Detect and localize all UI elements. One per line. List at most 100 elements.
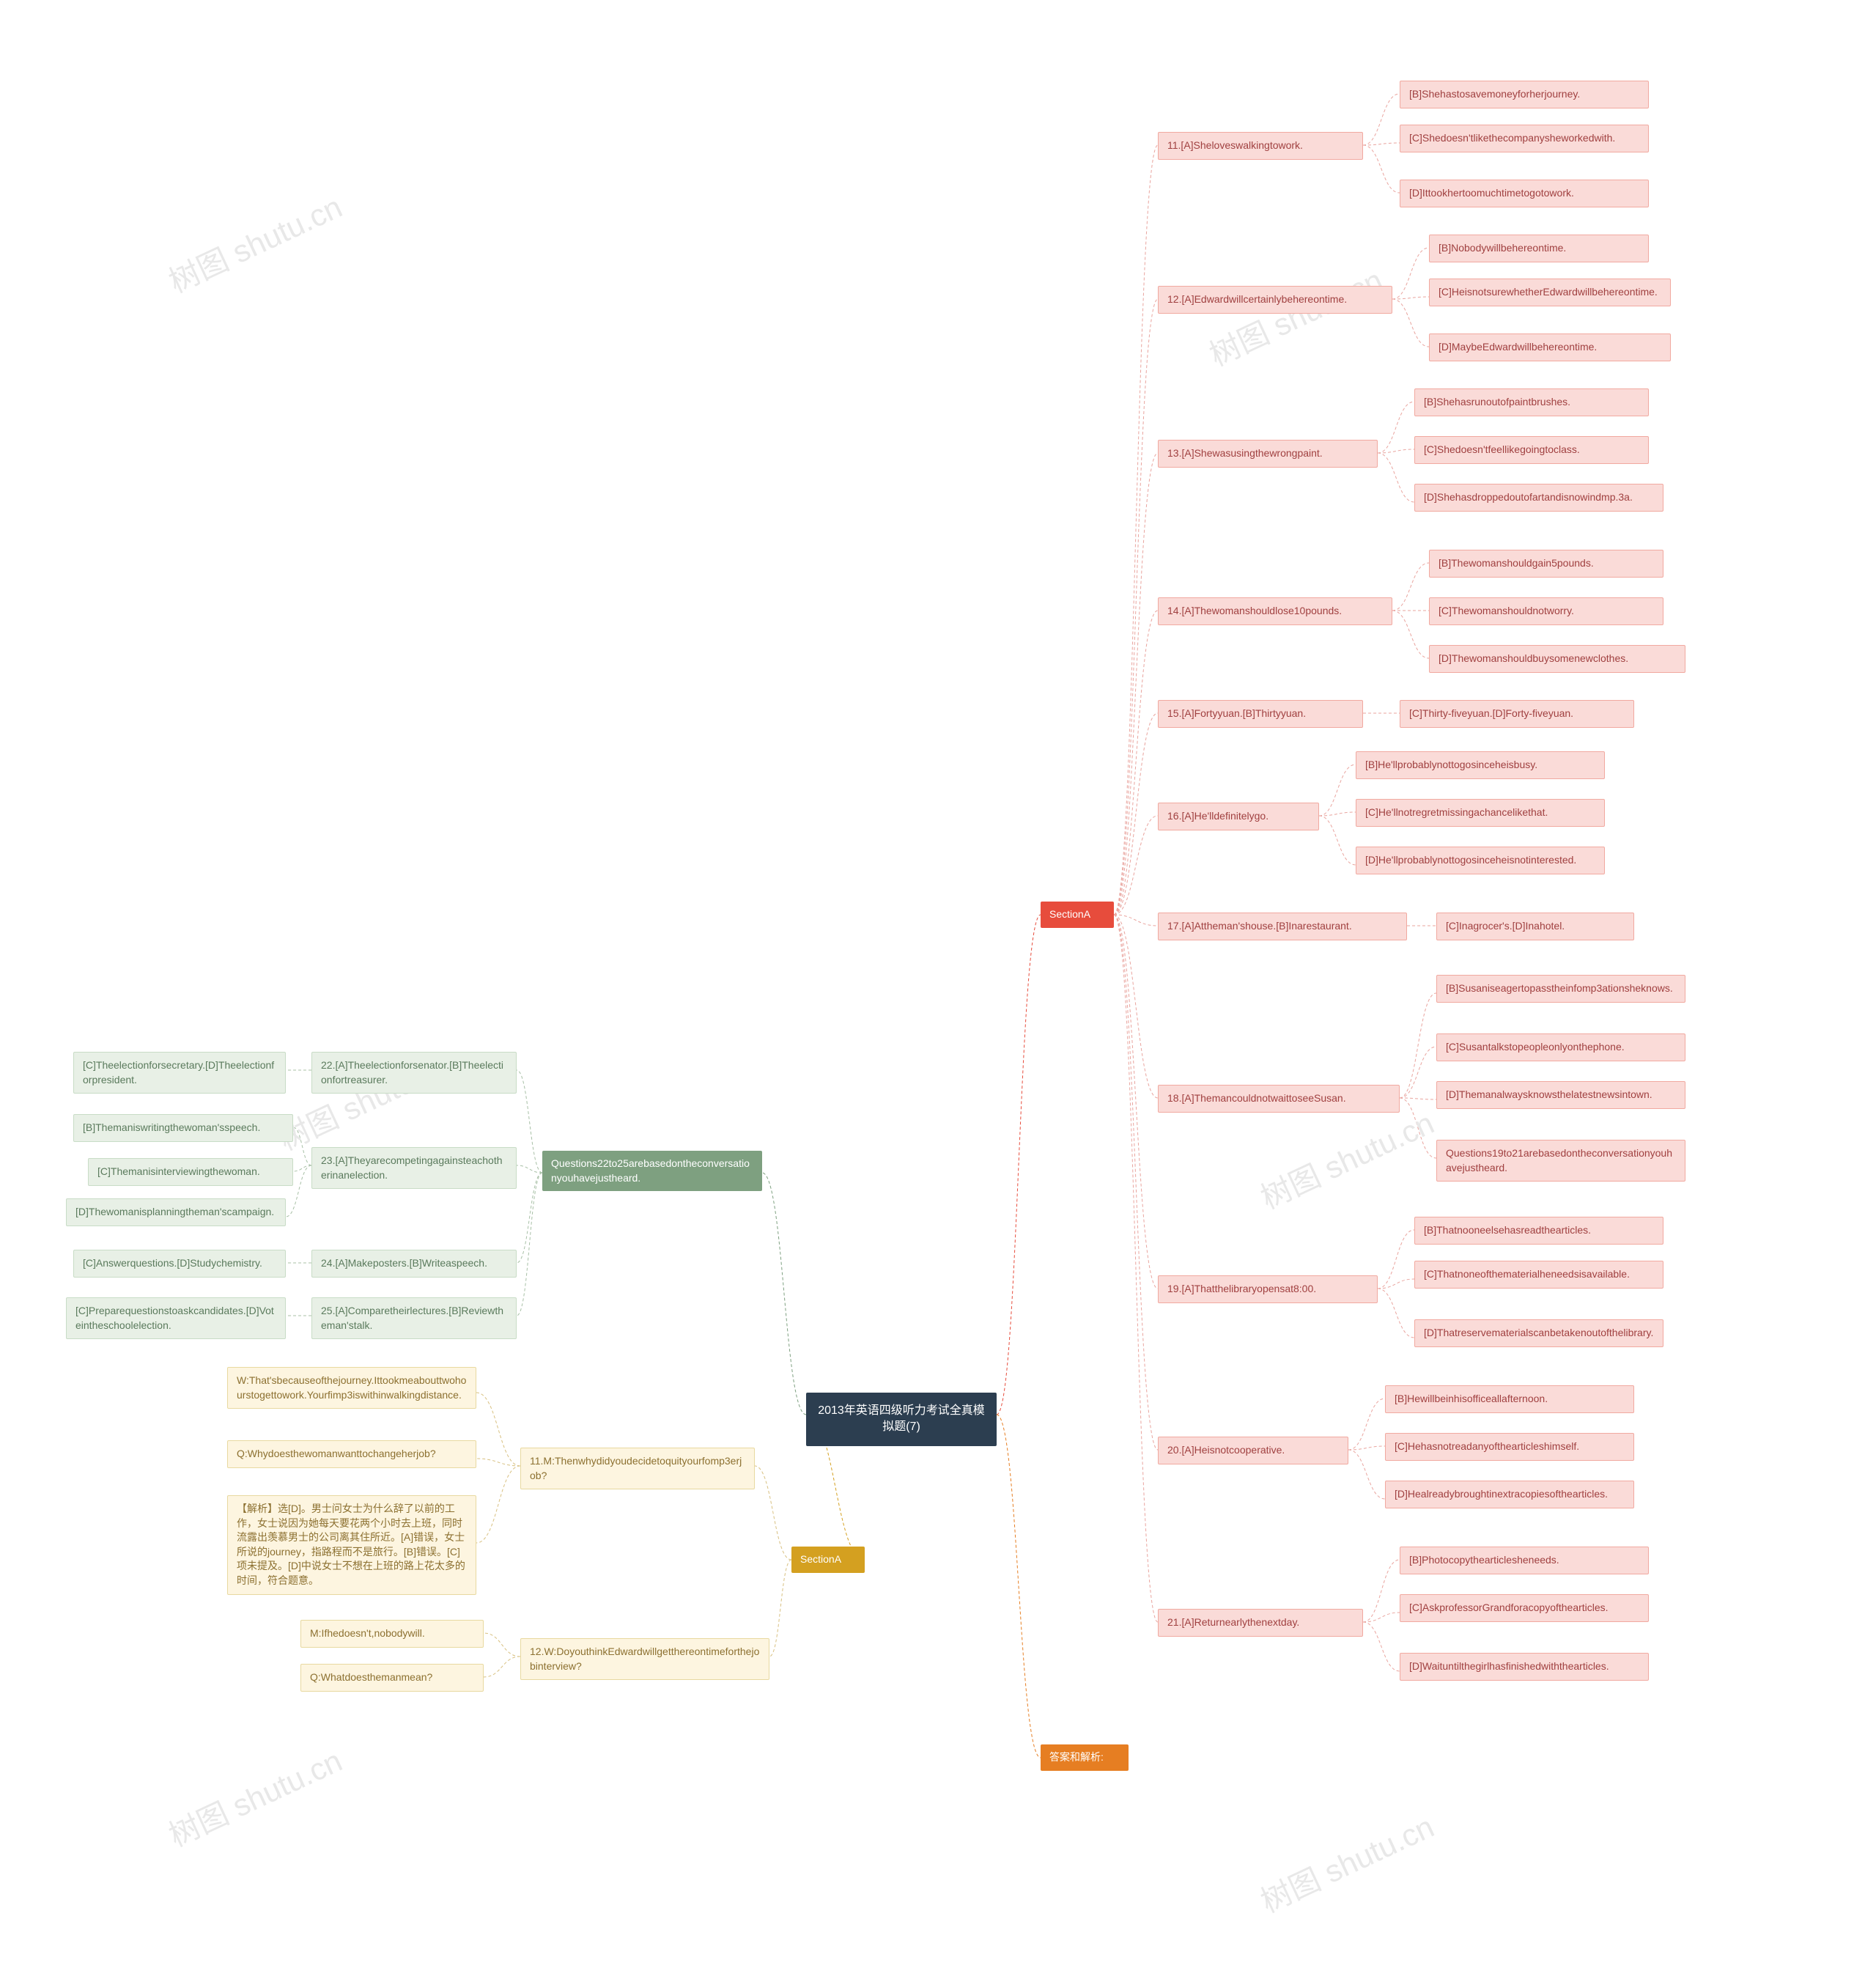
node-q11c: [C]Shedoesn'tlikethecompanysheworkedwith…	[1400, 125, 1649, 152]
edge-q16-q16b	[1319, 764, 1356, 816]
edge-q_grp-g23	[517, 1165, 542, 1173]
edge-y12-y12b	[484, 1656, 520, 1677]
edge-q_grp-g22	[517, 1070, 542, 1173]
node-q16d: [D]He'llprobablynottogosinceheisnotinter…	[1356, 847, 1605, 874]
node-q13b: [B]Shehasrunoutofpaintbrushes.	[1414, 388, 1649, 416]
edge-secA_red-q15	[1114, 713, 1158, 915]
edge-secA_red-q19	[1114, 915, 1158, 1289]
node-q17: 17.[A]Attheman'shouse.[B]Inarestaurant.	[1158, 913, 1407, 940]
watermark: 树图 shutu.cn	[160, 1736, 348, 1856]
node-y11a: W:That'sbecauseofthejourney.Ittookmeabou…	[227, 1367, 476, 1409]
node-y11: 11.M:Thenwhydidyoudecidetoquityourfomp3e…	[520, 1448, 755, 1489]
node-q12b: [B]Nobodywillbehereontime.	[1429, 235, 1649, 262]
node-secA_red: SectionA	[1041, 902, 1114, 928]
node-q12d: [D]MaybeEdwardwillbehereontime.	[1429, 333, 1671, 361]
node-g23: 23.[A]Theyarecompetingagainsteachotherin…	[311, 1147, 517, 1189]
edge-secA_red-q12	[1114, 299, 1158, 915]
edge-q12-q12d	[1392, 299, 1429, 347]
edge-y12-y12a	[484, 1633, 520, 1656]
edge-q_grp-g24	[517, 1173, 542, 1263]
node-root: 2013年英语四级听力考试全真模拟题(7)	[806, 1393, 997, 1446]
node-q19b: [B]Thatnooneelsehasreadthearticles.	[1414, 1217, 1663, 1245]
edge-secA_yell-y11	[755, 1466, 791, 1560]
edge-q20-q20b	[1348, 1398, 1385, 1450]
edge-q_grp-g25	[517, 1173, 542, 1316]
node-q18: 18.[A]ThemancouldnotwaittoseeSusan.	[1158, 1085, 1400, 1113]
edge-y11-y11a	[476, 1393, 520, 1466]
node-q12c: [C]HeisnotsurewhetherEdwardwillbehereont…	[1429, 279, 1671, 306]
node-g22: 22.[A]Theelectionforsenator.[B]Theelecti…	[311, 1052, 517, 1094]
node-q20d: [D]Healreadybroughtinextracopiesoftheart…	[1385, 1481, 1634, 1508]
node-y11c: 【解析】选[D]。男士问女士为什么辞了以前的工作，女士说因为她每天要花两个小时去…	[227, 1495, 476, 1595]
edge-secA_red-q14	[1114, 611, 1158, 915]
node-answers: 答案和解析:	[1041, 1744, 1129, 1771]
edge-q19-q19b	[1378, 1230, 1414, 1289]
edge-g23-g23c	[293, 1165, 311, 1171]
node-q18b: [B]Susaniseagertopasstheinfomp3ationshek…	[1436, 975, 1685, 1003]
edge-q20-q20c	[1348, 1446, 1385, 1450]
edge-root-answers	[997, 1415, 1041, 1758]
node-g24cd: [C]Answerquestions.[D]Studychemistry.	[73, 1250, 286, 1278]
edge-root-secA_red	[997, 915, 1041, 1415]
edge-q18-q18c	[1400, 1047, 1436, 1098]
watermark: 树图 shutu.cn	[1201, 256, 1389, 375]
node-q11b: [B]Shehastosavemoneyforherjourney.	[1400, 81, 1649, 108]
edge-root-q_grp	[762, 1173, 806, 1415]
node-q21b: [B]Photocopythearticlesheneeds.	[1400, 1547, 1649, 1574]
edge-secA_red-q11	[1114, 145, 1158, 915]
node-y12: 12.W:DoyouthinkEdwardwillgetthereontimef…	[520, 1638, 769, 1680]
node-g23b: [B]Themaniswritingthewoman'sspeech.	[73, 1114, 293, 1142]
node-y11b: Q:Whydoesthewomanwanttochangeherjob?	[227, 1440, 476, 1468]
node-g22cd: [C]Theelectionforsecretary.[D]Theelectio…	[73, 1052, 286, 1094]
edge-q18-q18d	[1400, 1098, 1436, 1099]
node-g24: 24.[A]Makeposters.[B]Writeaspeech.	[311, 1250, 517, 1278]
edge-q11-q11d	[1363, 145, 1400, 193]
node-g25cd: [C]Preparequestionstoaskcandidates.[D]Vo…	[66, 1297, 286, 1339]
node-q14c: [C]Thewomanshouldnotworry.	[1429, 597, 1663, 625]
edge-q12-q12c	[1392, 297, 1429, 299]
edge-q20-q20d	[1348, 1450, 1385, 1499]
edge-secA_red-q13	[1114, 453, 1158, 915]
edge-q11-q11c	[1363, 143, 1400, 145]
edge-q16-q16d	[1319, 816, 1356, 865]
edge-q14-q14b	[1392, 563, 1429, 611]
node-q19d: [D]Thatreservematerialscanbetakenoutofth…	[1414, 1319, 1663, 1347]
node-q18c: [C]Susantalkstopeopleonlyonthephone.	[1436, 1033, 1685, 1061]
node-q20b: [B]Hewillbeinhisofficeallafternoon.	[1385, 1385, 1634, 1413]
watermark: 树图 shutu.cn	[160, 183, 348, 302]
node-g23d: [D]Thewomanisplanningtheman'scampaign.	[66, 1198, 286, 1226]
edge-g23-g23b	[293, 1127, 311, 1165]
node-q20c: [C]Hehasnotreadanyofthearticleshimself.	[1385, 1433, 1634, 1461]
edge-secA_red-q21	[1114, 915, 1158, 1622]
node-q16b: [B]He'llprobablynottogosinceheisbusy.	[1356, 751, 1605, 779]
node-q20: 20.[A]Heisnotcooperative.	[1158, 1437, 1348, 1464]
edge-q12-q12b	[1392, 248, 1429, 299]
node-q13d: [D]Shehasdroppedoutofartandisnowindmp.3a…	[1414, 484, 1663, 512]
node-q12: 12.[A]Edwardwillcertainlybehereontime.	[1158, 286, 1392, 314]
edge-y11-y11c	[476, 1466, 520, 1543]
node-g25: 25.[A]Comparetheirlectures.[B]Reviewthem…	[311, 1297, 517, 1339]
edge-secA_red-q16	[1114, 816, 1158, 915]
node-q14: 14.[A]Thewomanshouldlose10pounds.	[1158, 597, 1392, 625]
node-q19c: [C]Thatnoneofthematerialheneedsisavailab…	[1414, 1261, 1663, 1289]
node-q11: 11.[A]Sheloveswalkingtowork.	[1158, 132, 1363, 160]
edge-y11-y11b	[476, 1459, 520, 1466]
node-q14b: [B]Thewomanshouldgain5pounds.	[1429, 550, 1663, 578]
node-q21c: [C]AskprofessorGrandforacopyofthearticle…	[1400, 1594, 1649, 1622]
node-q11d: [D]Ittookhertoomuchtimetogotowork.	[1400, 180, 1649, 207]
edge-q11-q11b	[1363, 94, 1400, 145]
edge-q14-q14d	[1392, 611, 1429, 658]
node-q18e: Questions19to21arebasedontheconversation…	[1436, 1140, 1685, 1182]
edge-q19-q19c	[1378, 1279, 1414, 1289]
node-q15cd: [C]Thirty-fiveyuan.[D]Forty-fiveyuan.	[1400, 700, 1634, 728]
edge-secA_red-q17	[1114, 915, 1158, 926]
edge-q13-q13d	[1378, 453, 1414, 502]
edge-q18-q18b	[1400, 993, 1436, 1098]
watermark: 树图 shutu.cn	[1252, 1802, 1440, 1922]
edge-q13-q13c	[1378, 449, 1414, 453]
edge-q21-q21c	[1363, 1613, 1400, 1622]
node-q21: 21.[A]Returnearlythenextday.	[1158, 1609, 1363, 1637]
edge-q21-q21b	[1363, 1560, 1400, 1622]
node-q17cd: [C]Inagrocer's.[D]Inahotel.	[1436, 913, 1634, 940]
watermark: 树图 shutu.cn	[1252, 1099, 1440, 1218]
